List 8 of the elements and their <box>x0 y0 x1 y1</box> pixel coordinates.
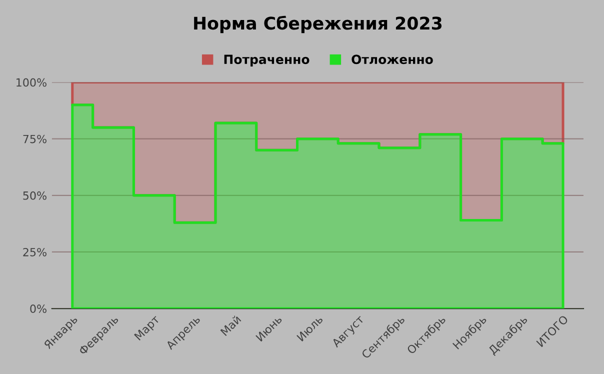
y-tick-label: 50% <box>23 191 46 200</box>
y-tick-label: 100% <box>16 78 46 87</box>
y-tick-label: 0% <box>30 304 46 313</box>
legend-label: Отложенно <box>352 54 433 64</box>
y-tick-label: 75% <box>23 134 46 144</box>
chart-title: Норма Сбережения 2023 <box>194 16 442 34</box>
legend-label: Потраченно <box>224 54 310 67</box>
y-tick-label: 25% <box>23 248 46 256</box>
